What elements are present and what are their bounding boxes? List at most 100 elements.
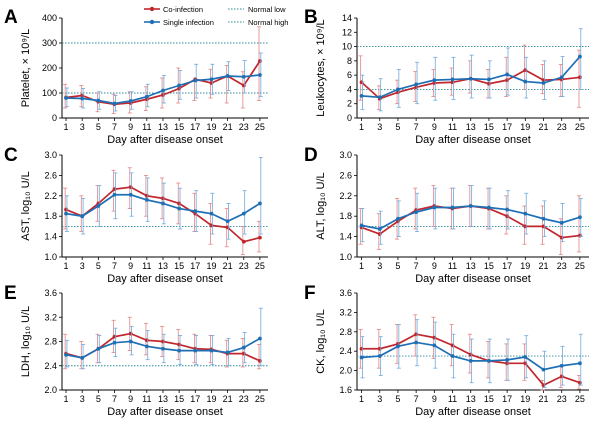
panel-letter-e: E — [4, 283, 17, 304]
series-single — [359, 28, 583, 112]
series-line — [65, 186, 261, 243]
data-point — [144, 338, 149, 343]
data-point — [559, 235, 564, 240]
data-point — [578, 75, 582, 80]
x-tick-label: 17 — [190, 394, 200, 404]
panel-letter-c: C — [4, 145, 18, 166]
data-point — [541, 224, 546, 229]
data-point — [468, 204, 473, 208]
y-tick-label: 4 — [347, 84, 352, 94]
data-point — [377, 95, 382, 100]
x-tick-label: 11 — [448, 394, 457, 404]
x-tick-label: 1 — [359, 261, 364, 271]
data-point — [396, 216, 400, 221]
x-tick-label: 15 — [174, 394, 184, 404]
y-tick-label: 3.2 — [339, 307, 352, 317]
data-point — [258, 359, 262, 363]
y-tick-label: 300 — [42, 38, 57, 48]
x-tick-label: 7 — [112, 122, 117, 132]
data-point — [144, 344, 149, 349]
data-point — [225, 219, 230, 224]
x-tick-label: 15 — [174, 122, 184, 132]
x-tick-label: 1 — [64, 261, 69, 271]
x-tick-label: 13 — [466, 122, 476, 132]
data-point — [258, 201, 262, 206]
y-tick-label: 3.6 — [339, 288, 352, 298]
data-point — [523, 361, 528, 366]
y-tick-label: 1.0 — [44, 252, 57, 262]
x-tick-label: 25 — [255, 261, 265, 271]
x-tick-label: 17 — [502, 122, 512, 132]
x-tick-label: 19 — [520, 394, 530, 404]
x-tick-label: 15 — [484, 122, 494, 132]
x-tick-label: 3 — [80, 261, 85, 271]
x-tick-label: 23 — [239, 261, 249, 271]
y-tick-label: 0 — [347, 113, 352, 123]
data-point — [112, 192, 117, 197]
x-tick-label: 23 — [239, 122, 249, 132]
panel-letter-d: D — [304, 145, 318, 166]
data-point — [161, 196, 165, 201]
y-tick-label: 2.6 — [339, 170, 352, 180]
series-coinfection — [358, 314, 582, 391]
panel-f: F1.62.02.42.83.23.61 3 5 7 9 11 13 15 17 19 21 23 25… — [304, 283, 589, 418]
data-point — [128, 331, 133, 336]
data-point — [177, 342, 182, 347]
data-point — [523, 211, 528, 216]
series-single — [64, 52, 263, 112]
data-point — [541, 383, 546, 388]
series-single — [64, 307, 263, 370]
x-tick-label: 17 — [502, 394, 512, 404]
x-tick-label: 13 — [158, 261, 168, 271]
data-point — [128, 185, 133, 190]
x-tick-label: 23 — [239, 394, 249, 404]
y-tick-label: 2.8 — [44, 337, 57, 347]
data-point — [241, 211, 246, 216]
x-tick-label: 1 — [64, 122, 69, 132]
series-line — [360, 69, 581, 100]
legend-label-single: Single infection — [163, 18, 214, 27]
data-point — [505, 207, 510, 212]
data-point — [505, 72, 510, 77]
x-tick-label: 13 — [466, 261, 476, 271]
data-point — [523, 224, 528, 229]
data-point — [64, 211, 68, 216]
y-tick-label: 400 — [42, 13, 57, 23]
y-tick-label: 10 — [342, 42, 352, 52]
y-tick-label: 2.4 — [44, 361, 57, 371]
data-point — [225, 350, 230, 355]
legend-label-coinfection: Co-infection — [163, 5, 203, 14]
data-point — [377, 232, 382, 236]
data-point — [414, 210, 419, 215]
legend-marker-coinfection — [149, 6, 155, 12]
y-tick-label: 100 — [42, 88, 57, 98]
data-point — [487, 81, 491, 86]
panel-letter-f: F — [304, 283, 316, 304]
data-point — [487, 77, 491, 82]
data-point — [523, 355, 528, 359]
data-point — [523, 79, 528, 84]
x-tick-label: 21 — [539, 394, 549, 404]
data-point — [258, 73, 262, 77]
x-tick-label: 23 — [557, 122, 567, 132]
data-point — [559, 363, 564, 368]
x-tick-label: 15 — [484, 394, 494, 404]
data-point — [258, 235, 262, 240]
data-point — [64, 352, 68, 357]
x-tick-label: 17 — [190, 122, 200, 132]
panel-e: E2.02.42.83.23.61 3 5 7 9 11 13 15 17 19 21 23 25Day… — [4, 283, 268, 418]
x-tick-label: 7 — [414, 261, 419, 271]
data-point — [177, 201, 182, 206]
data-point — [177, 83, 182, 88]
data-point — [541, 367, 546, 372]
x-axis-title: Day after disease onset — [415, 134, 531, 146]
x-tick-label: 13 — [158, 122, 168, 132]
x-tick-label: 17 — [502, 261, 512, 271]
data-point — [359, 223, 364, 228]
x-tick-label: 23 — [557, 261, 567, 271]
data-point — [359, 93, 364, 98]
x-tick-label: 11 — [448, 122, 457, 132]
y-tick-label: 1.8 — [44, 211, 57, 221]
data-point — [241, 83, 246, 88]
